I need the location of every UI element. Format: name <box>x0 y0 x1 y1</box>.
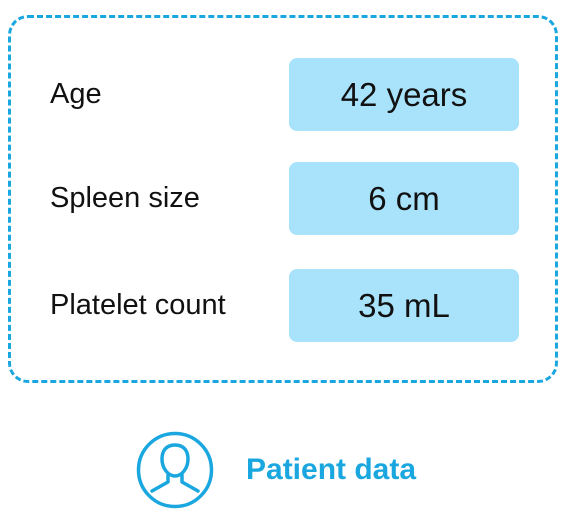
row-spleen-size: Spleen size 6 cm <box>11 162 555 235</box>
age-label: Age <box>50 78 102 110</box>
patient-data-legend: Patient data <box>136 431 416 509</box>
row-age: Age 42 years <box>11 58 555 131</box>
spleen-size-label: Spleen size <box>50 182 200 214</box>
patient-data-label: Patient data <box>246 453 417 486</box>
age-value: 42 years <box>289 58 519 131</box>
row-platelet-count: Platelet count 35 mL <box>11 269 555 342</box>
person-icon <box>136 431 214 509</box>
platelet-count-label: Platelet count <box>50 289 226 321</box>
spleen-size-value: 6 cm <box>289 162 519 235</box>
platelet-count-value: 35 mL <box>289 269 519 342</box>
patient-data-card: Age 42 years Spleen size 6 cm Platelet c… <box>8 15 558 383</box>
